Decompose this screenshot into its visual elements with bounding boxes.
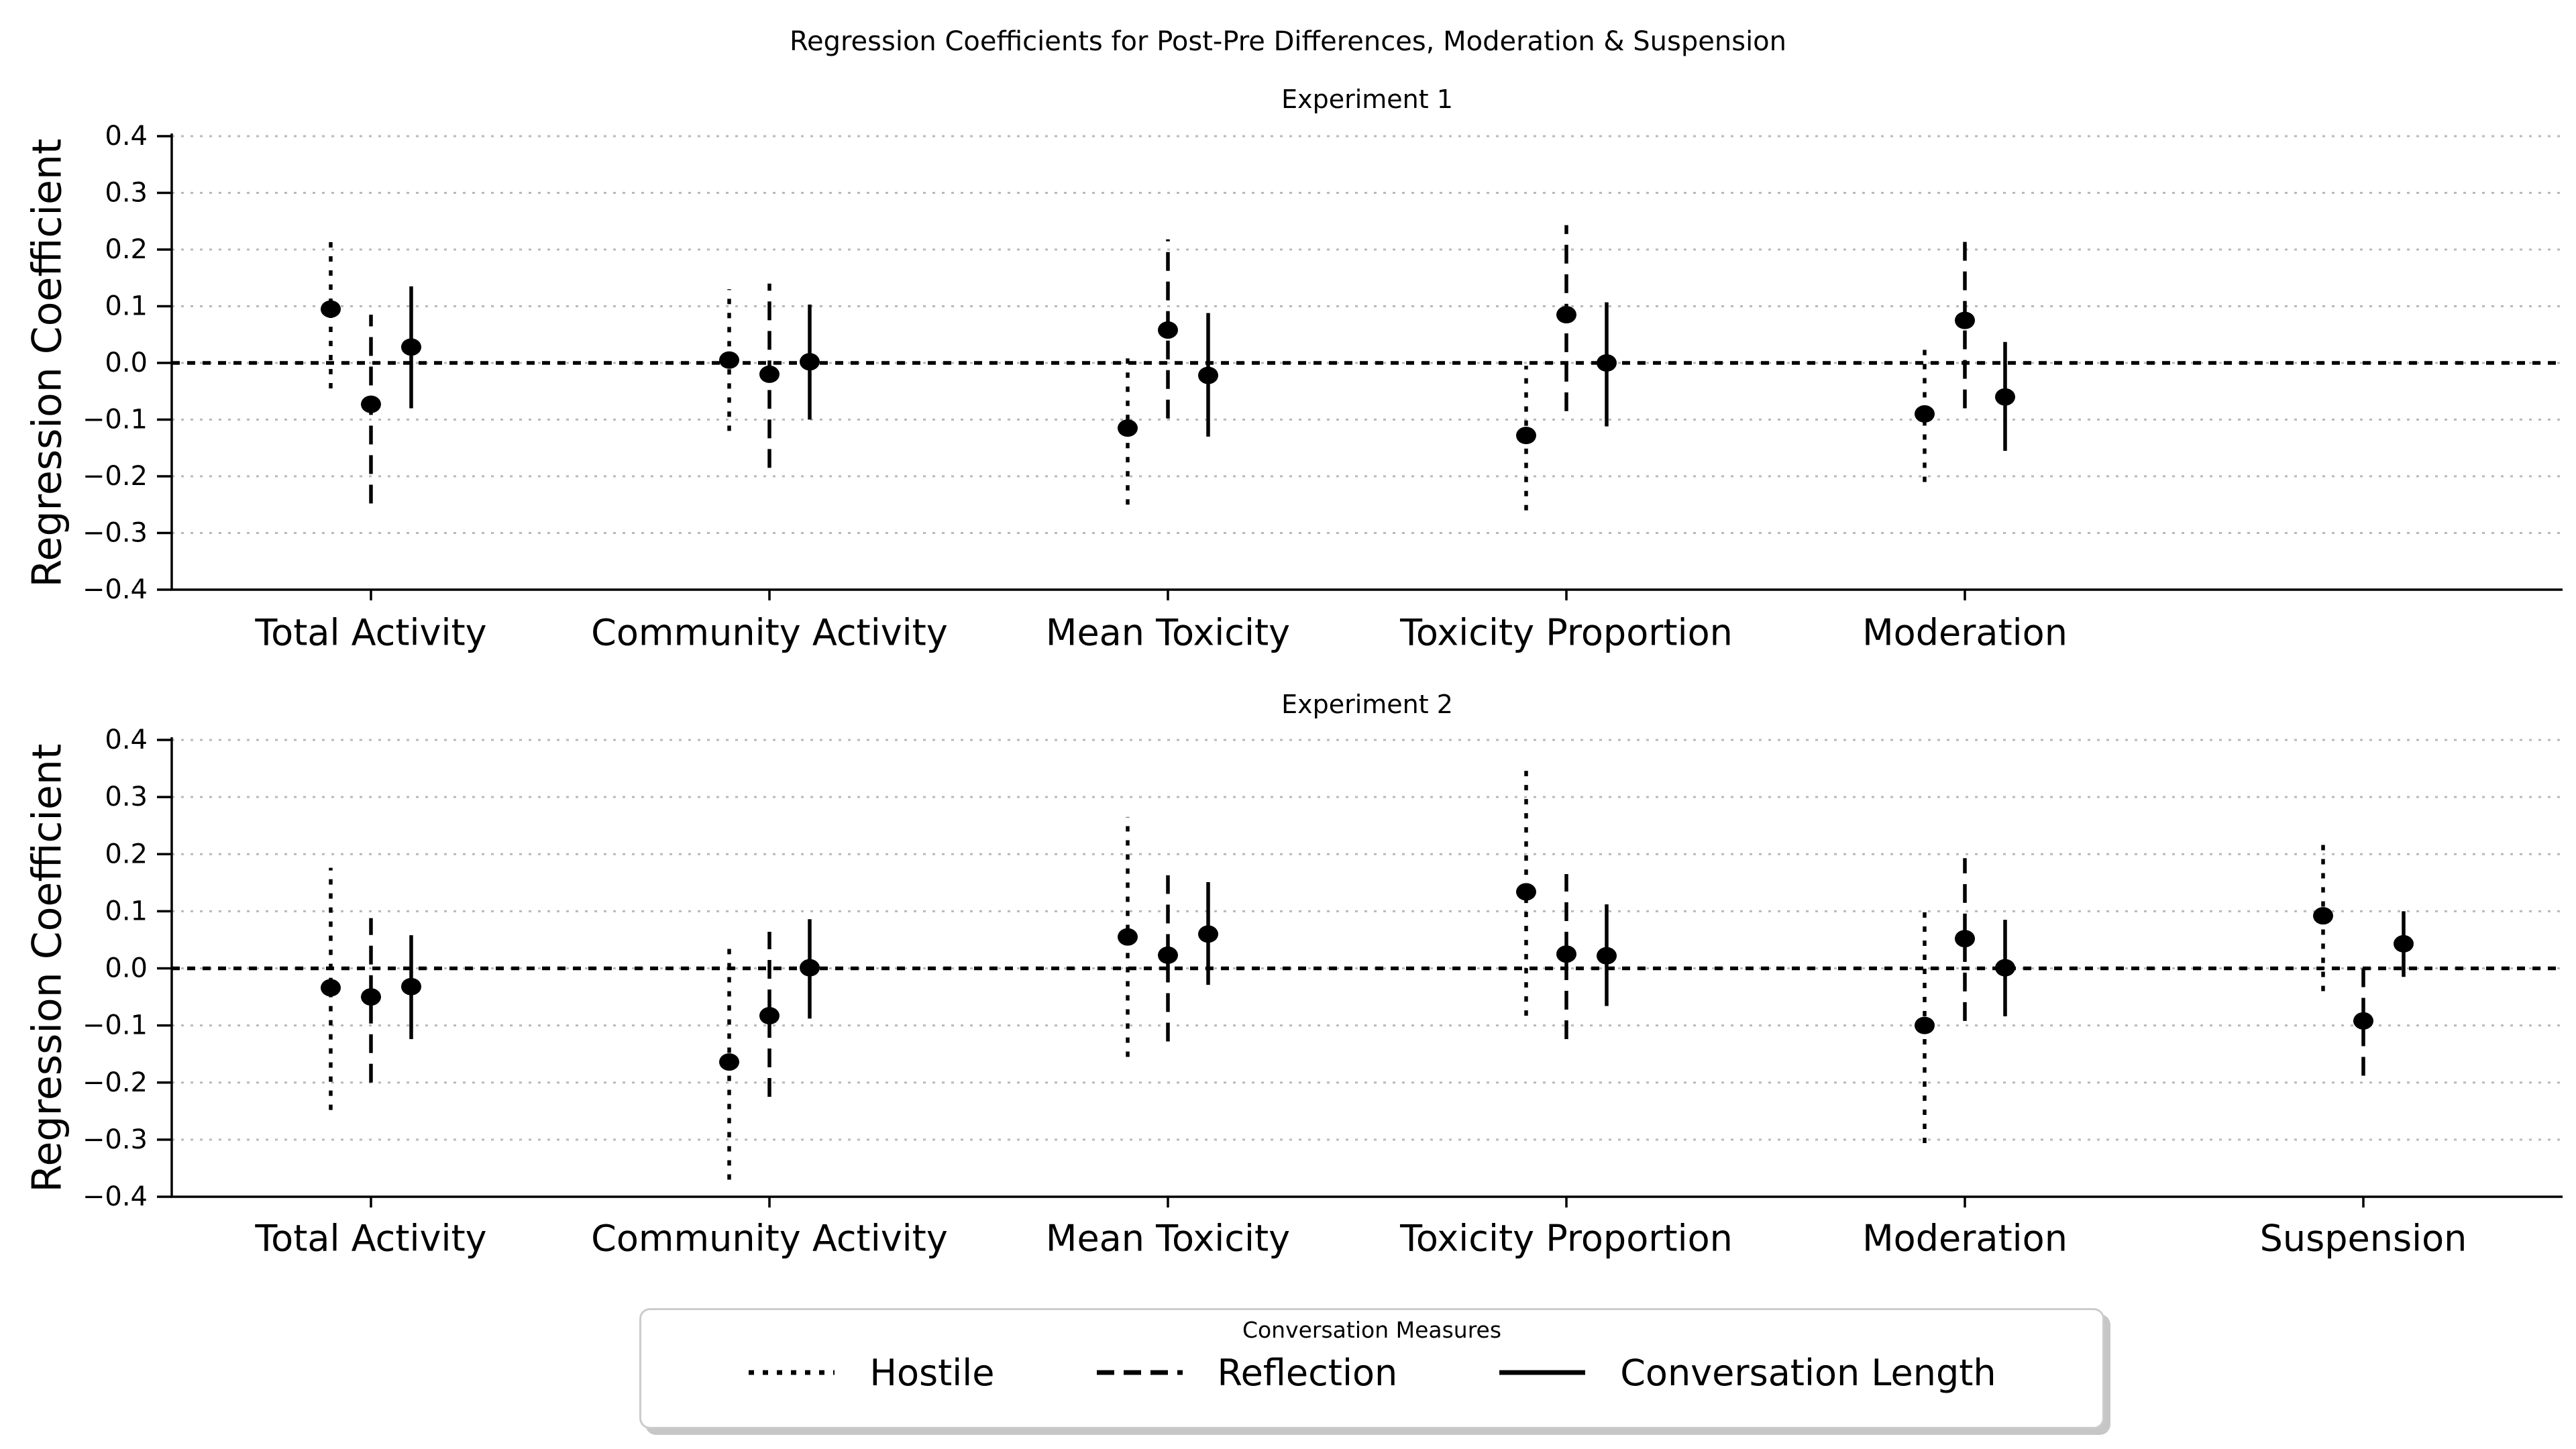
point-marker — [800, 959, 820, 977]
x-category-label: Community Activity — [591, 1218, 948, 1260]
point-marker — [1556, 306, 1576, 324]
x-category-label: Toxicity Proportion — [1399, 612, 1733, 654]
subplot2-title: Experiment 2 — [1281, 690, 1453, 719]
point-marker — [1995, 959, 2015, 977]
point-marker — [1158, 321, 1178, 339]
legend-entry: Conversation Length — [1498, 1351, 1996, 1394]
x-category-label: Moderation — [1862, 612, 2068, 654]
y-tick-label: 0.1 — [105, 896, 148, 926]
point-marker — [1516, 883, 1536, 901]
legend-entries: Hostile Reflection Conversation Length — [747, 1351, 1996, 1394]
legend-entry: Reflection — [1095, 1351, 1398, 1394]
point-marker — [2394, 934, 2414, 953]
point-marker — [759, 1007, 780, 1025]
legend-entry-label: Conversation Length — [1620, 1351, 1996, 1394]
y-tick-label: 0.0 — [105, 347, 148, 378]
y-tick-label: 0.2 — [105, 839, 148, 869]
series-dotted — [321, 770, 2333, 1180]
point-marker — [1118, 928, 1138, 946]
y-tick-label: 0.3 — [105, 782, 148, 812]
x-category-label: Mean Toxicity — [1046, 1218, 1290, 1260]
y-tick-label: −0.4 — [83, 574, 148, 605]
point-marker — [2353, 1012, 2373, 1030]
point-marker — [1955, 311, 1975, 329]
point-marker — [1995, 388, 2015, 406]
point-marker — [719, 351, 739, 369]
series-solid — [401, 286, 2015, 451]
point-marker — [321, 979, 341, 997]
point-marker — [1915, 1016, 1935, 1034]
y-tick-label: 0.2 — [105, 234, 148, 265]
subplot-2: −0.4 −0.3 −0.2 −0.1 0.0 0.1 0.2 0.3 0.4 Total Act… — [83, 724, 2563, 1260]
y-tick-label: 0.4 — [105, 121, 148, 152]
legend-line-sample-dotted — [749, 1370, 835, 1375]
legend-entry-label: Reflection — [1217, 1351, 1398, 1394]
x-category-label: Mean Toxicity — [1046, 612, 1290, 654]
point-marker — [800, 353, 820, 371]
y-tick-label: −0.3 — [83, 1124, 148, 1155]
y-tick-label: 0.4 — [105, 724, 148, 755]
x-category-label: Suspension — [2260, 1218, 2467, 1260]
series-dashed — [361, 225, 1975, 504]
y-tick-label: −0.2 — [83, 461, 148, 492]
y-tick-label: −0.1 — [83, 405, 148, 435]
series-dashed — [361, 858, 2373, 1097]
point-marker — [1198, 925, 1218, 943]
y-tick-label: −0.2 — [83, 1067, 148, 1098]
y-tick-label: 0.3 — [105, 178, 148, 209]
y-tick-label: 0.1 — [105, 291, 148, 322]
point-marker — [1198, 366, 1218, 384]
series-solid — [401, 881, 2414, 1040]
point-marker — [2313, 907, 2333, 925]
series-dotted — [321, 241, 1935, 511]
legend-line-sample-solid — [1499, 1370, 1586, 1375]
point-marker — [1915, 405, 1935, 423]
point-marker — [1597, 947, 1617, 965]
legend-entry-label: Hostile — [869, 1351, 995, 1394]
point-marker — [401, 338, 421, 356]
point-marker — [1118, 419, 1138, 437]
x-category-label: Total Activity — [254, 612, 486, 654]
y-tick-label: 0.0 — [105, 953, 148, 984]
x-category-label: Total Activity — [254, 1218, 486, 1260]
point-marker — [1597, 354, 1617, 372]
point-marker — [1556, 945, 1576, 963]
y-tick-label: −0.4 — [83, 1181, 148, 1212]
legend: Conversation Measures Hostile Reflection C… — [639, 1308, 2104, 1429]
y-tick-label: −0.3 — [83, 518, 148, 549]
point-marker — [361, 395, 381, 413]
figure-title: Regression Coefficients for Post-Pre Dif… — [789, 26, 1786, 57]
point-marker — [719, 1053, 739, 1071]
legend-entry: Hostile — [747, 1351, 995, 1394]
point-marker — [321, 300, 341, 318]
y-tick-label: −0.1 — [83, 1010, 148, 1041]
subplot-1: −0.4 −0.3 −0.2 −0.1 0.0 0.1 0.2 0.3 0.4 Total Act… — [83, 121, 2563, 654]
x-category-label: Toxicity Proportion — [1399, 1218, 1733, 1260]
x-category-label: Moderation — [1862, 1218, 2068, 1260]
subplot1-title: Experiment 1 — [1281, 85, 1453, 114]
point-marker — [1955, 930, 1975, 948]
point-marker — [1516, 427, 1536, 445]
point-marker — [361, 988, 381, 1006]
point-marker — [401, 977, 421, 996]
x-category-label: Community Activity — [591, 612, 948, 654]
legend-title: Conversation Measures — [1242, 1317, 1502, 1343]
point-marker — [1158, 946, 1178, 964]
point-marker — [759, 365, 780, 383]
legend-line-sample-dashed — [1096, 1370, 1183, 1375]
